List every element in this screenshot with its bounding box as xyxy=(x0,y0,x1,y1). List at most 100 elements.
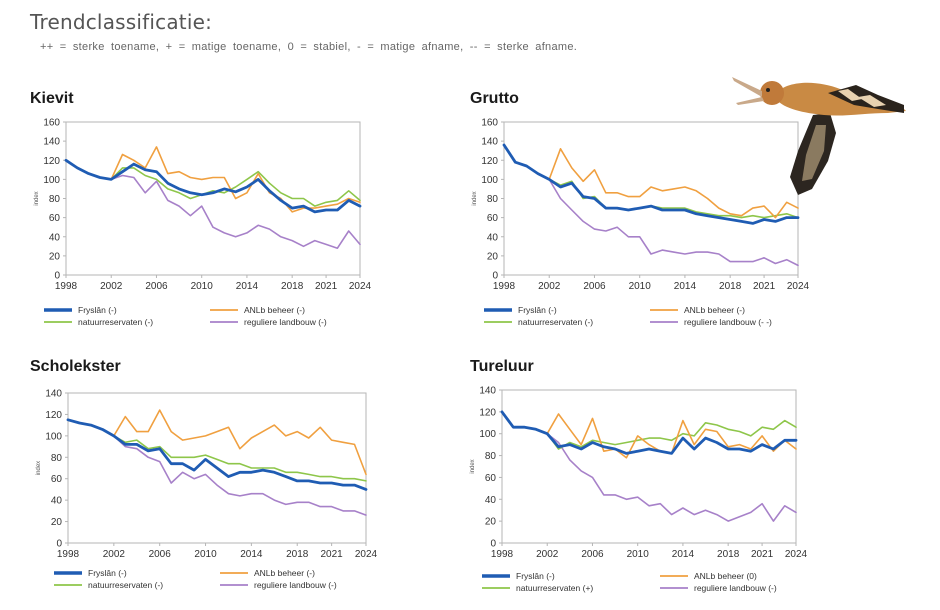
x-tick-label: 2014 xyxy=(236,281,259,292)
legend-label-natuur: natuurreservaten (-) xyxy=(78,317,153,327)
x-tick-label: 2021 xyxy=(753,281,776,292)
series-line-fryslan xyxy=(502,143,800,225)
y-tick-label: 40 xyxy=(49,232,61,243)
y-tick-label: 120 xyxy=(43,156,60,167)
x-tick-label: 1998 xyxy=(493,281,516,292)
x-tick-label: 2002 xyxy=(536,549,559,560)
y-tick-label: 120 xyxy=(479,407,496,418)
y-tick-label: 140 xyxy=(43,137,60,148)
series-line-anlb xyxy=(548,148,799,219)
panel-title: Scholekster xyxy=(30,358,121,375)
y-tick-label: 60 xyxy=(49,213,61,224)
plot-frame xyxy=(67,392,367,544)
series-line-natuur xyxy=(113,435,367,482)
chart-tureluur: 0 20 40 60 80 100 120 140 1998 2002 2006 2010 2014 20… xyxy=(470,386,808,594)
legend-label-anlb: ANLb beheer (-) xyxy=(684,305,745,315)
series-line-natuur xyxy=(110,167,361,207)
y-tick-label: 100 xyxy=(481,175,498,186)
x-tick-label: 2002 xyxy=(103,549,126,560)
series-line-anlb xyxy=(113,409,367,476)
x-tick-label: 1998 xyxy=(491,549,514,560)
series-line-regulier xyxy=(548,178,799,267)
y-tick-label: 0 xyxy=(54,271,60,282)
series-line-fryslan xyxy=(66,418,368,491)
bird-head-icon xyxy=(732,77,784,105)
y-tick-label: 140 xyxy=(481,137,498,148)
legend-label-regulier: reguliere landbouw (-) xyxy=(254,580,337,590)
y-tick-label: 40 xyxy=(485,495,497,506)
y-tick-label: 80 xyxy=(485,451,497,462)
y-tick-label: 0 xyxy=(56,539,62,550)
x-tick-label: 2014 xyxy=(240,549,263,560)
y-tick-label: 60 xyxy=(485,473,497,484)
trend-legend-text: ++ = sterke toename, + = matige toename,… xyxy=(40,41,578,53)
x-tick-label: 2010 xyxy=(629,281,652,292)
x-tick-label: 2002 xyxy=(100,281,123,292)
legend-label-natuur: natuurreservaten (-) xyxy=(88,580,163,590)
y-tick-label: 100 xyxy=(43,175,60,186)
y-tick-label: 0 xyxy=(490,539,496,550)
y-tick-label: 120 xyxy=(481,156,498,167)
y-tick-label: 20 xyxy=(487,251,499,262)
x-tick-label: 2024 xyxy=(355,549,378,560)
panel-title: Kievit xyxy=(30,90,74,107)
x-tick-label: 2021 xyxy=(320,549,343,560)
panel-grutto: Grutto 0 20 40 60 80 100 120 140 160 1998 2002 2006… xyxy=(470,90,830,345)
y-tick-label: 20 xyxy=(49,251,61,262)
x-tick-label: 2021 xyxy=(315,281,338,292)
legend-label-regulier: reguliere landbouw (-) xyxy=(244,317,327,327)
y-tick-label: 20 xyxy=(485,517,497,528)
panel-scholekster: Scholekster 0 20 40 60 80 100 120 140 1998 2002 20… xyxy=(30,358,390,608)
y-tick-label: 40 xyxy=(51,496,63,507)
legend-label-regulier: reguliere landbouw (- -) xyxy=(684,317,772,327)
chart-grutto: 0 20 40 60 80 100 120 140 160 1998 2002 2006 2010 201… xyxy=(472,118,810,328)
series-line-regulier xyxy=(546,432,797,522)
y-tick-label: 140 xyxy=(45,389,62,400)
x-tick-label: 2002 xyxy=(538,281,561,292)
x-tick-label: 2018 xyxy=(719,281,742,292)
x-tick-label: 1998 xyxy=(55,281,78,292)
x-tick-label: 2014 xyxy=(672,549,695,560)
y-axis-label: index xyxy=(472,191,478,205)
series-line-regulier xyxy=(110,174,361,249)
panel-title: Tureluur xyxy=(470,358,534,375)
panel-title: Grutto xyxy=(470,90,519,107)
y-tick-label: 20 xyxy=(51,517,63,528)
y-tick-label: 60 xyxy=(487,213,499,224)
legend-label-fryslan: Fryslân (-) xyxy=(88,568,127,578)
legend-label-fryslan: Fryslân (-) xyxy=(78,305,117,315)
panel-tureluur: Tureluur 0 20 40 60 80 100 120 140 1998 2002 2006 2… xyxy=(470,358,830,608)
plot-frame xyxy=(65,121,361,276)
x-tick-label: 2006 xyxy=(149,549,172,560)
y-axis-label: index xyxy=(34,191,40,205)
y-tick-label: 0 xyxy=(492,271,498,282)
godwit-bird-illustration xyxy=(732,77,906,195)
legend-label-anlb: ANLb beheer (-) xyxy=(244,305,305,315)
x-tick-label: 2006 xyxy=(581,549,604,560)
y-tick-label: 80 xyxy=(49,194,61,205)
bird-body-icon xyxy=(776,82,906,116)
y-tick-label: 80 xyxy=(487,194,499,205)
y-tick-label: 40 xyxy=(487,232,499,243)
series-line-anlb xyxy=(110,146,361,213)
y-axis-label: index xyxy=(470,459,476,473)
legend-label-fryslan: Fryslân (-) xyxy=(516,571,555,581)
x-tick-label: 2010 xyxy=(627,549,650,560)
y-tick-label: 80 xyxy=(51,453,63,464)
legend-label-regulier: reguliere landbouw (-) xyxy=(694,583,777,593)
x-tick-label: 2006 xyxy=(583,281,606,292)
x-tick-label: 2021 xyxy=(751,549,774,560)
legend-label-anlb: ANLb beheer (0) xyxy=(694,571,757,581)
y-tick-label: 160 xyxy=(481,118,498,129)
y-axis-label: index xyxy=(36,461,42,475)
series-line-fryslan xyxy=(500,410,798,455)
y-tick-label: 100 xyxy=(479,429,496,440)
series-line-regulier xyxy=(113,435,367,516)
x-tick-label: 2018 xyxy=(717,549,740,560)
legend-label-natuur: natuurreservaten (-) xyxy=(518,317,593,327)
page-title: Trendclassificatie: xyxy=(30,10,213,34)
plot-frame xyxy=(501,389,797,544)
x-tick-label: 1998 xyxy=(57,549,80,560)
series-line-natuur xyxy=(546,419,797,450)
y-tick-label: 120 xyxy=(45,410,62,421)
